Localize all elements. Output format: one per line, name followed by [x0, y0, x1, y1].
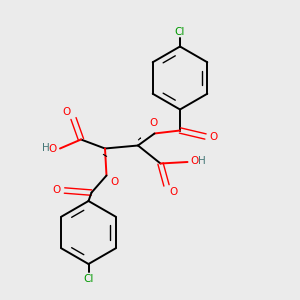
Text: O: O — [52, 185, 61, 195]
Text: O: O — [190, 156, 199, 167]
Text: Cl: Cl — [83, 274, 94, 284]
Text: O: O — [209, 131, 218, 142]
Text: Cl: Cl — [175, 27, 185, 37]
Text: O: O — [149, 118, 157, 128]
Text: O: O — [110, 177, 119, 187]
Text: O: O — [49, 143, 57, 154]
Text: O: O — [62, 107, 70, 117]
Text: O: O — [169, 187, 178, 197]
Text: H: H — [42, 142, 50, 153]
Text: H: H — [198, 156, 206, 167]
